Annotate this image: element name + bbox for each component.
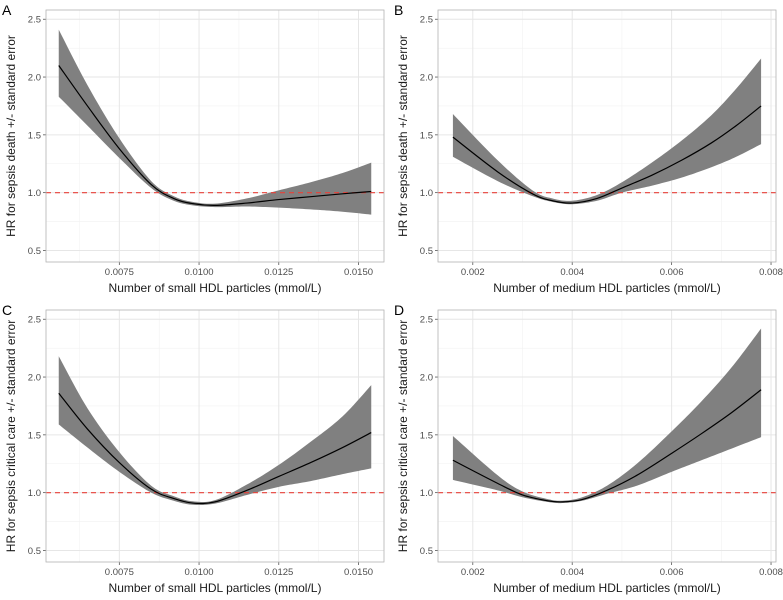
x-tick-label: 0.0075 bbox=[105, 267, 134, 278]
panel-letter: A bbox=[2, 2, 12, 18]
plot-frame bbox=[437, 9, 777, 263]
y-tick-label: 2.0 bbox=[420, 73, 433, 84]
x-tick-label: 0.006 bbox=[660, 267, 684, 278]
panel-letter: D bbox=[394, 302, 404, 318]
x-tick-label: 0.0100 bbox=[185, 567, 214, 578]
y-tick-label: 2.0 bbox=[28, 73, 41, 84]
panel-b: 0.002 0.004 0.006 0.008 0.5 1.0 1.5 2.0 2.5 Numbe… bbox=[392, 0, 783, 300]
y-axis-title: HR for sepsis critical care +/- standard… bbox=[396, 320, 410, 552]
y-tick-label: 2.5 bbox=[28, 315, 41, 326]
y-tick-label: 1.0 bbox=[28, 188, 41, 199]
x-tick-label: 0.0125 bbox=[264, 267, 293, 278]
x-tick-label: 0.008 bbox=[759, 567, 783, 578]
y-tick-label: 2.5 bbox=[420, 315, 433, 326]
x-axis-title: Number of small HDL particles (mmol/L) bbox=[109, 581, 322, 595]
x-tick-label: 0.008 bbox=[759, 267, 783, 278]
y-tick-label: 1.0 bbox=[420, 488, 433, 499]
confidence-band bbox=[452, 58, 762, 205]
panel-letter: B bbox=[394, 2, 403, 18]
panel-c: 0.0075 0.0100 0.0125 0.0150 0.5 1.0 1.5 2.0 2.5 N… bbox=[0, 300, 391, 600]
y-tick-label: 1.0 bbox=[420, 188, 433, 199]
y-tick-label: 1.5 bbox=[420, 430, 433, 441]
x-tick-label: 0.002 bbox=[461, 567, 485, 578]
y-tick-label: 0.5 bbox=[420, 546, 433, 557]
y-tick-label: 2.0 bbox=[420, 373, 433, 384]
chart-panel-c: 0.0075 0.0100 0.0125 0.0150 0.5 1.0 1.5 2.0 2.5 N… bbox=[2, 302, 385, 595]
confidence-band bbox=[58, 356, 372, 506]
y-tick-label: 2.5 bbox=[420, 15, 433, 26]
y-tick-label: 1.5 bbox=[28, 430, 41, 441]
chart-panel-d: 0.002 0.004 0.006 0.008 0.5 1.0 1.5 2.0 2.5 Numbe… bbox=[394, 302, 783, 595]
y-tick-label: 1.0 bbox=[28, 488, 41, 499]
panel-a: 0.0075 0.0100 0.0125 0.0150 0.5 1.0 1.5 2.0 2.5 N… bbox=[0, 0, 391, 300]
plot-frame bbox=[45, 9, 385, 263]
x-tick-label: 0.004 bbox=[560, 567, 584, 578]
chart-panel-b: 0.002 0.004 0.006 0.008 0.5 1.0 1.5 2.0 2.5 Numbe… bbox=[394, 2, 783, 295]
y-axis-title: HR for sepsis death +/- standard error bbox=[396, 35, 410, 237]
plot-background bbox=[46, 10, 384, 262]
panel-d: 0.002 0.004 0.006 0.008 0.5 1.0 1.5 2.0 2.5 Numbe… bbox=[392, 300, 783, 600]
y-tick-label: 0.5 bbox=[28, 246, 41, 257]
x-tick-label: 0.0150 bbox=[344, 567, 373, 578]
y-tick-label: 0.5 bbox=[420, 246, 433, 257]
x-tick-label: 0.002 bbox=[461, 267, 485, 278]
y-tick-label: 1.5 bbox=[28, 130, 41, 141]
hazard-ratio-line bbox=[58, 65, 372, 206]
x-axis-title: Number of small HDL particles (mmol/L) bbox=[109, 281, 322, 295]
x-tick-label: 0.0150 bbox=[344, 267, 373, 278]
y-tick-label: 2.5 bbox=[28, 15, 41, 26]
hazard-ratio-line bbox=[452, 389, 762, 503]
y-tick-label: 2.0 bbox=[28, 373, 41, 384]
y-tick-label: 0.5 bbox=[28, 546, 41, 557]
confidence-band bbox=[58, 29, 372, 215]
x-axis-title: Number of medium HDL particles (mmol/L) bbox=[493, 281, 721, 295]
chart-panel-a: 0.0075 0.0100 0.0125 0.0150 0.5 1.0 1.5 2.0 2.5 N… bbox=[2, 2, 385, 295]
y-tick-label: 1.5 bbox=[420, 130, 433, 141]
panel-letter: C bbox=[2, 302, 12, 318]
x-tick-label: 0.0100 bbox=[185, 267, 214, 278]
hazard-ratio-line bbox=[452, 105, 762, 204]
confidence-band bbox=[452, 328, 762, 504]
x-axis-title: Number of medium HDL particles (mmol/L) bbox=[493, 581, 721, 595]
y-axis-title: HR for sepsis critical care +/- standard… bbox=[4, 320, 18, 552]
plot-frame bbox=[437, 309, 777, 563]
x-tick-label: 0.0075 bbox=[105, 567, 134, 578]
y-axis-title: HR for sepsis death +/- standard error bbox=[4, 35, 18, 237]
x-tick-label: 0.006 bbox=[660, 567, 684, 578]
hazard-ratio-line bbox=[58, 392, 372, 505]
plot-frame bbox=[45, 309, 385, 563]
x-tick-label: 0.004 bbox=[560, 267, 584, 278]
x-tick-label: 0.0125 bbox=[264, 567, 293, 578]
